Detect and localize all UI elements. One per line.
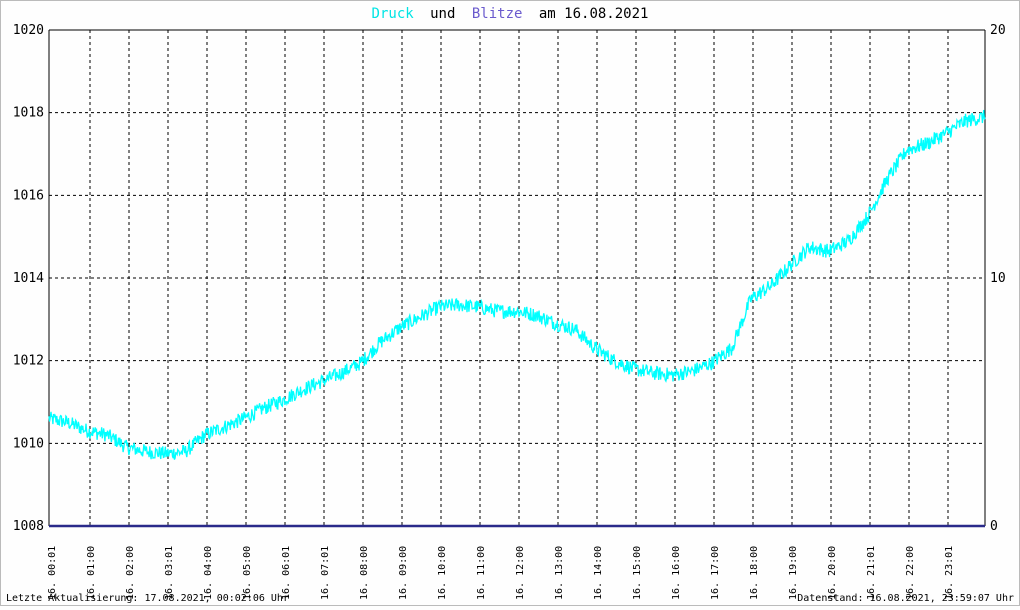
x-tick-label: 16. 04:00 (203, 546, 214, 600)
title-date: am 16.08.2021 (539, 6, 649, 22)
x-tick-label: 16. 20:00 (827, 546, 838, 600)
y-tick-label-right: 10 (990, 271, 1006, 286)
footer-left: Letzte Aktualisierung: 17.08.2021, 00:02… (6, 593, 289, 604)
x-tick-label: 16. 00:01 (47, 546, 58, 600)
x-tick-label: 16. 21:01 (866, 546, 877, 600)
x-tick-label: 16. 15:00 (632, 546, 643, 600)
x-tick-label: 16. 23:01 (944, 546, 955, 600)
y-tick-label-left: 1010 (13, 436, 44, 451)
x-tick-label: 16. 02:00 (125, 546, 136, 600)
x-tick-label: 16. 10:00 (437, 546, 448, 600)
x-tick-label: 16. 01:00 (86, 546, 97, 600)
x-tick-label: 16. 22:00 (905, 546, 916, 600)
x-tick-label: 16. 03:01 (164, 546, 175, 600)
grid (49, 30, 985, 526)
x-tick-label: 16. 12:00 (515, 546, 526, 600)
x-tick-label: 16. 19:00 (788, 546, 799, 600)
title-und: und (430, 6, 455, 22)
x-tick-label: 16. 18:00 (749, 546, 760, 600)
title-blitze: Blitze (472, 6, 523, 22)
x-tick-label: 16. 07:01 (320, 546, 331, 600)
x-tick-label: 16. 16:00 (671, 546, 682, 600)
x-tick-label: 16. 11:00 (476, 546, 487, 600)
y-tick-label-left: 1008 (13, 519, 44, 534)
x-tick-label: 16. 08:00 (359, 546, 370, 600)
y-tick-label-left: 1020 (13, 23, 44, 38)
title-druck: Druck (372, 6, 415, 22)
chart-title: Druck und Blitze am 16.08.2021 (372, 6, 649, 22)
series (48, 109, 986, 528)
y-tick-label-left: 1018 (13, 106, 44, 121)
y-tick-label-right: 0 (990, 519, 998, 534)
y-tick-label-left: 1016 (13, 188, 44, 203)
x-tick-label: 16. 17:00 (710, 546, 721, 600)
y-tick-label-left: 1014 (13, 271, 44, 286)
x-tick-label: 16. 14:00 (593, 546, 604, 600)
x-tick-label: 16. 06:01 (281, 546, 292, 600)
x-tick-label: 16. 05:00 (242, 546, 253, 600)
x-tick-label: 16. 13:00 (554, 546, 565, 600)
y-tick-label-right: 20 (990, 23, 1006, 38)
footer-right: Datenstand: 16.08.2021, 23:59:07 Uhr (797, 593, 1014, 604)
y-tick-label-left: 1012 (13, 354, 44, 369)
series-line-druck (48, 109, 986, 460)
x-tick-label: 16. 09:00 (398, 546, 409, 600)
